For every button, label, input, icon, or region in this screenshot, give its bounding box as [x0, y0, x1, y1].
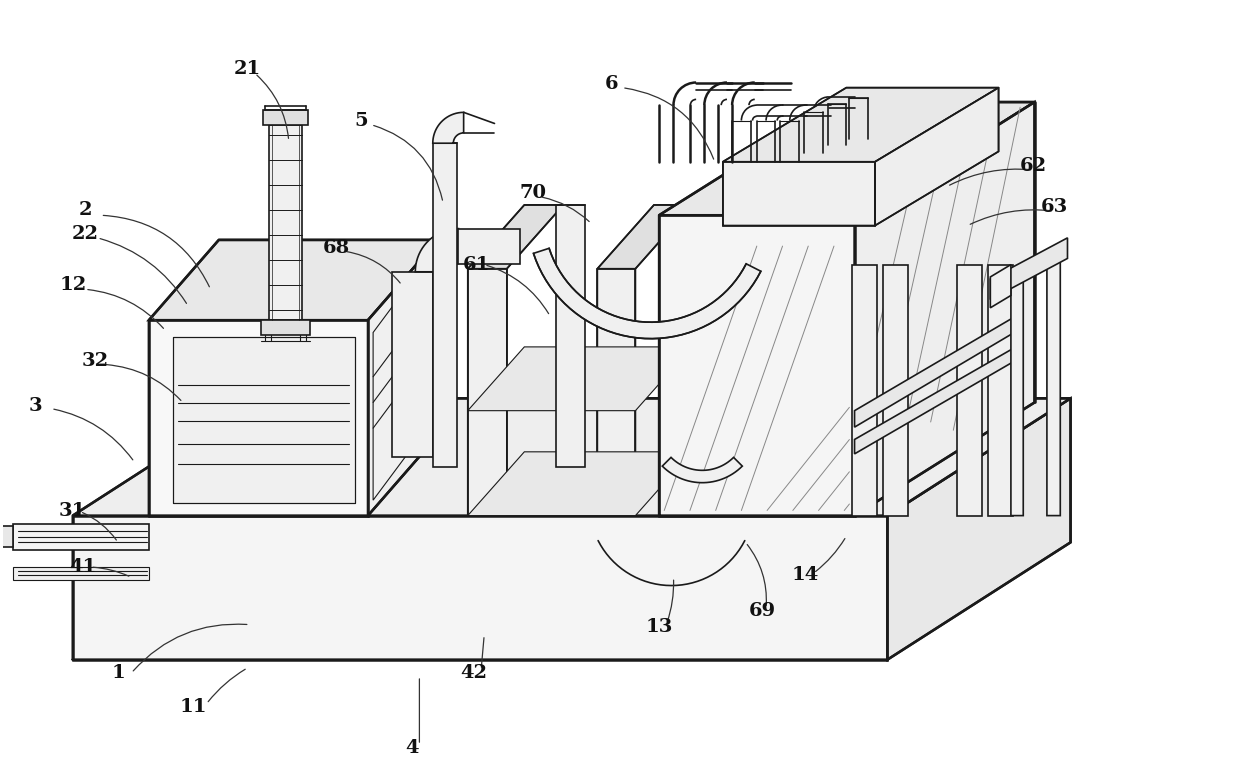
Polygon shape: [149, 320, 368, 516]
Polygon shape: [662, 458, 743, 482]
Text: 14: 14: [791, 567, 818, 584]
Polygon shape: [1011, 279, 1023, 516]
Text: 5: 5: [353, 111, 367, 130]
Text: 32: 32: [82, 352, 109, 370]
Polygon shape: [991, 238, 1068, 300]
Polygon shape: [852, 264, 877, 516]
Polygon shape: [269, 124, 303, 320]
Polygon shape: [467, 347, 692, 410]
Text: 63: 63: [1040, 198, 1068, 216]
Polygon shape: [149, 240, 438, 320]
Text: 70: 70: [520, 184, 546, 202]
Text: 21: 21: [234, 60, 262, 78]
Polygon shape: [854, 313, 1022, 427]
Polygon shape: [598, 205, 692, 269]
Polygon shape: [957, 264, 982, 516]
Polygon shape: [73, 398, 1070, 516]
Polygon shape: [1047, 257, 1060, 516]
Text: 69: 69: [749, 602, 775, 620]
Polygon shape: [557, 205, 585, 467]
Polygon shape: [533, 248, 761, 339]
Polygon shape: [598, 269, 635, 516]
Polygon shape: [263, 111, 309, 124]
Text: 1: 1: [112, 664, 125, 682]
Polygon shape: [723, 87, 998, 162]
Polygon shape: [14, 524, 149, 550]
Polygon shape: [172, 336, 355, 503]
Text: 4: 4: [405, 739, 419, 757]
Polygon shape: [875, 87, 998, 226]
Text: 62: 62: [1021, 157, 1047, 175]
Text: 68: 68: [322, 239, 350, 257]
Text: 13: 13: [645, 618, 673, 635]
Text: 2: 2: [78, 201, 92, 219]
Text: 61: 61: [463, 256, 490, 274]
Polygon shape: [467, 452, 692, 516]
Polygon shape: [14, 567, 149, 581]
Polygon shape: [988, 264, 1013, 516]
Polygon shape: [660, 215, 854, 516]
Polygon shape: [368, 240, 438, 516]
Polygon shape: [260, 320, 310, 335]
Polygon shape: [392, 272, 433, 457]
Polygon shape: [888, 398, 1070, 659]
Text: 22: 22: [72, 225, 98, 243]
Polygon shape: [467, 269, 507, 516]
Text: 11: 11: [180, 698, 207, 716]
Polygon shape: [883, 264, 908, 516]
Polygon shape: [660, 102, 1034, 215]
Text: 6: 6: [605, 74, 619, 93]
Polygon shape: [723, 162, 875, 226]
Polygon shape: [991, 264, 1011, 308]
Polygon shape: [467, 205, 563, 269]
Text: 12: 12: [60, 276, 87, 295]
Polygon shape: [1, 526, 14, 547]
Polygon shape: [373, 252, 433, 500]
Text: 42: 42: [460, 664, 487, 682]
Text: 31: 31: [60, 502, 87, 520]
Polygon shape: [73, 516, 888, 659]
Polygon shape: [433, 112, 464, 143]
Text: 3: 3: [29, 397, 42, 414]
Polygon shape: [459, 229, 521, 264]
Text: 41: 41: [69, 558, 97, 576]
Polygon shape: [415, 229, 459, 272]
Polygon shape: [854, 344, 1022, 454]
Polygon shape: [433, 143, 458, 467]
Polygon shape: [854, 102, 1034, 516]
